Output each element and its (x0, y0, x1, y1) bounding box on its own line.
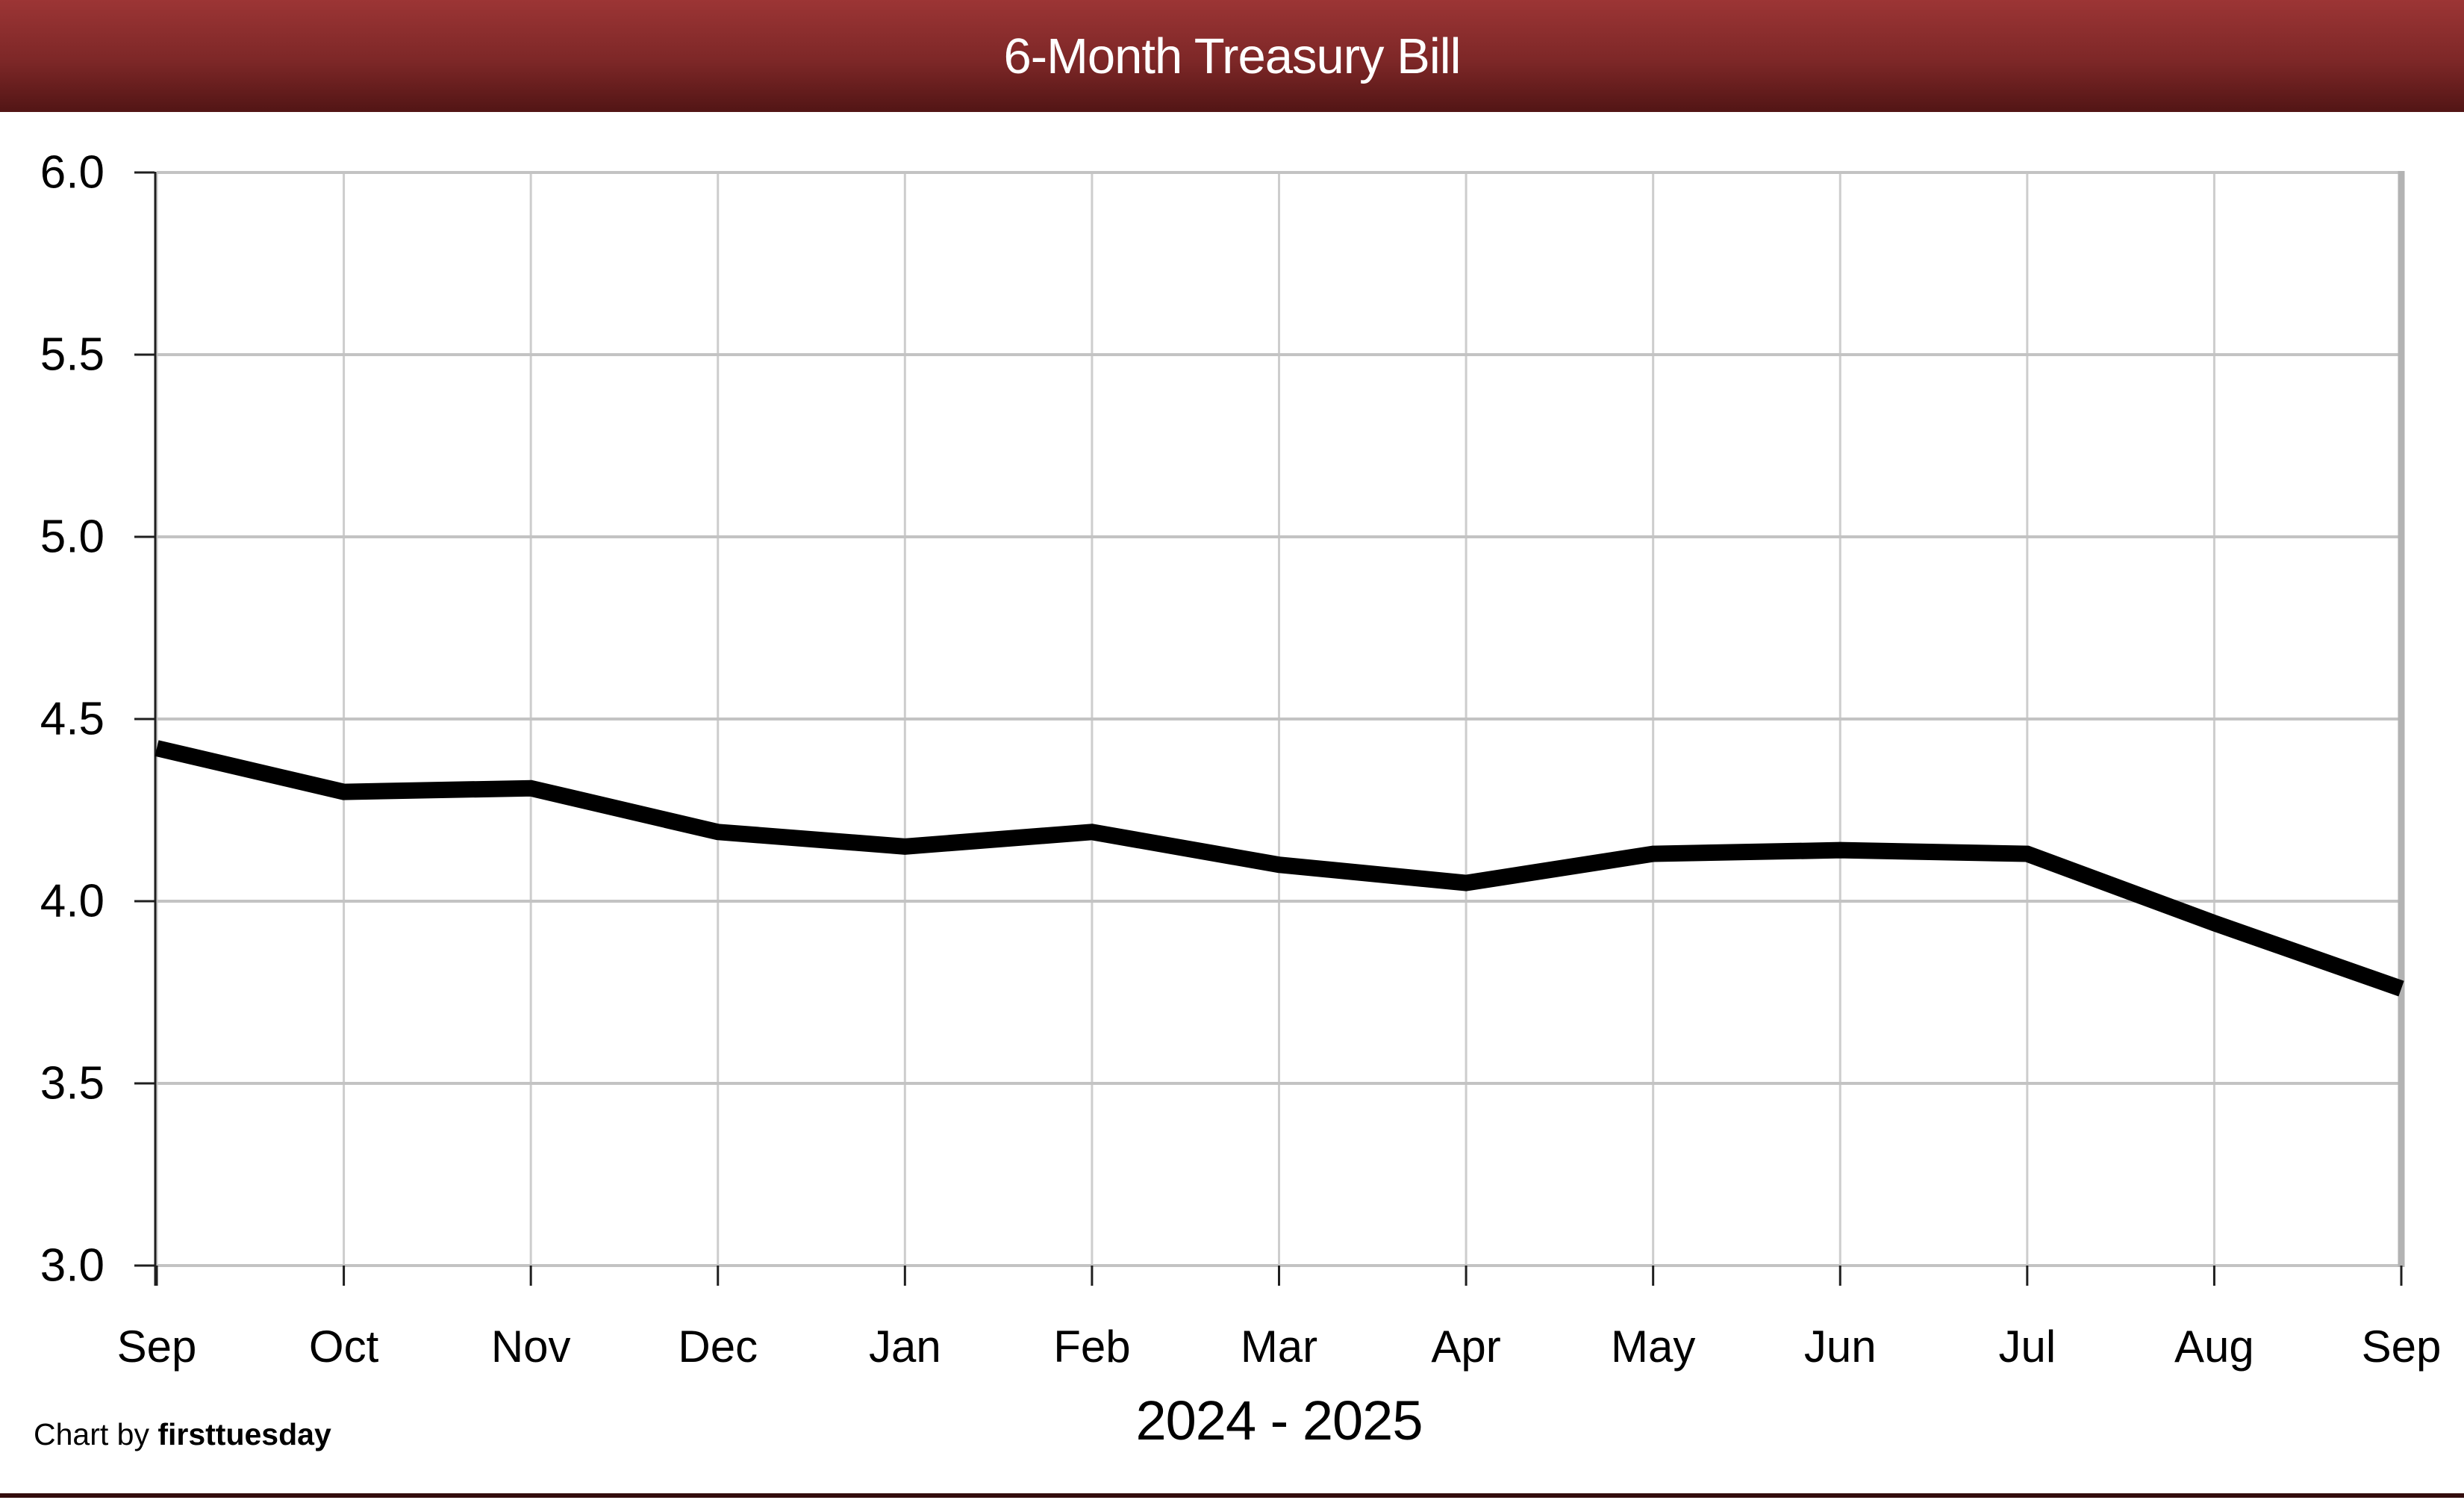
chart-credit-prefix: Chart by (34, 1417, 158, 1451)
y-tick-label: 5.0 (40, 511, 105, 563)
x-tick-label: Aug (2174, 1322, 2254, 1372)
x-tick-label: Mar (1241, 1322, 1317, 1372)
chart-credit: Chart by firsttuesday (34, 1417, 331, 1452)
chart-title: 6-Month Treasury Bill (1003, 28, 1462, 84)
x-tick-label: Jun (1804, 1322, 1877, 1372)
x-tick-label: Feb (1053, 1322, 1130, 1372)
y-tick-label: 4.0 (40, 876, 105, 927)
x-tick-label: Nov (491, 1322, 571, 1372)
x-tick-label: Oct (309, 1322, 379, 1372)
y-tick-label: 6.0 (40, 147, 105, 199)
x-tick-label: Sep (117, 1322, 197, 1372)
x-tick-label: Jan (869, 1322, 941, 1372)
y-tick-label: 3.5 (40, 1058, 105, 1110)
x-tick-label: Apr (1431, 1322, 1500, 1372)
y-tick-label: 5.5 (40, 329, 105, 381)
bottom-accent-bar (0, 1493, 2464, 1498)
x-axis-title: 2024 - 2025 (1135, 1389, 1423, 1451)
x-tick-label: May (1611, 1322, 1695, 1372)
x-tick-label: Dec (678, 1322, 758, 1372)
treasury-rate-series-line (155, 740, 2404, 997)
y-tick-label: 4.5 (40, 694, 105, 745)
chart-title-bar: 6-Month Treasury Bill (0, 0, 2464, 112)
chart-credit-brand: firsttuesday (157, 1417, 331, 1451)
x-tick-label: Jul (1998, 1322, 2056, 1372)
x-tick-label: Sep (2362, 1322, 2442, 1372)
y-tick-label: 3.0 (40, 1240, 105, 1292)
